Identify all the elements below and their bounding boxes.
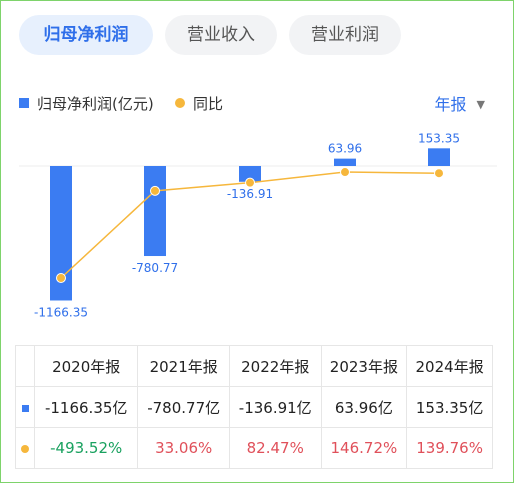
profit-cell: -136.91亿 bbox=[228, 386, 322, 428]
header-marker-cell bbox=[15, 345, 35, 387]
tab-net-profit[interactable]: 归母净利润 bbox=[19, 15, 153, 55]
bar-data-label: -136.91 bbox=[227, 187, 273, 201]
bar-data-label: 63.96 bbox=[328, 142, 362, 156]
yoy-cell: 139.76% bbox=[406, 427, 493, 469]
year-header: 2023年报 bbox=[320, 345, 408, 387]
yoy-cell: -493.52% bbox=[33, 427, 139, 469]
yoy-point bbox=[56, 273, 66, 283]
yoy-cell: 146.72% bbox=[320, 427, 408, 469]
year-header: 2024年报 bbox=[406, 345, 493, 387]
data-table: 2020年报 2021年报 2022年报 2023年报 2024年报 -1166… bbox=[15, 345, 493, 469]
line-legend-marker bbox=[175, 98, 185, 108]
period-label: 年报 bbox=[434, 95, 467, 114]
yoy-point bbox=[150, 185, 160, 196]
profit-chart: -1166.35 -780.77 -136.91 63.96 153.35 bbox=[19, 131, 497, 319]
profit-bar bbox=[334, 158, 356, 166]
profit-cell: -780.77亿 bbox=[137, 386, 230, 428]
profit-cell: 153.35亿 bbox=[406, 386, 493, 428]
tab-revenue[interactable]: 营业收入 bbox=[165, 15, 277, 55]
line-marker-cell bbox=[15, 427, 35, 469]
year-header: 2022年报 bbox=[228, 345, 322, 387]
profit-cell: 63.96亿 bbox=[320, 386, 408, 428]
header-row: 2020年报 2021年报 2022年报 2023年报 2024年报 bbox=[15, 345, 493, 387]
bar-data-label: 153.35 bbox=[418, 131, 460, 145]
bar-marker-cell bbox=[15, 386, 35, 428]
caret-down-icon: ▼ bbox=[476, 98, 485, 111]
bar-legend-marker bbox=[19, 98, 29, 108]
yoy-point bbox=[245, 177, 255, 188]
bar-marker-icon bbox=[21, 405, 29, 412]
yoy-point bbox=[340, 167, 350, 178]
yoy-cell: 82.47% bbox=[228, 427, 322, 469]
bar-data-label: -1166.35 bbox=[34, 305, 88, 319]
year-header: 2020年报 bbox=[33, 345, 139, 387]
bar-data-label: -780.77 bbox=[132, 261, 178, 275]
period-selector[interactable]: 年报 ▼ bbox=[435, 91, 485, 115]
profit-row: -1166.35亿 -780.77亿 -136.91亿 63.96亿 153.3… bbox=[15, 386, 493, 428]
line-marker-icon bbox=[21, 445, 29, 453]
profit-bar bbox=[239, 166, 261, 182]
yoy-cell: 33.06% bbox=[137, 427, 230, 469]
year-header: 2021年报 bbox=[137, 345, 230, 387]
line-legend-label: 同比 bbox=[193, 95, 224, 113]
tab-operating-profit[interactable]: 营业利润 bbox=[289, 15, 401, 55]
yoy-row: -493.52% 33.06% 82.47% 146.72% 139.76% bbox=[15, 427, 493, 469]
bar-legend-label: 归母净利润(亿元) bbox=[37, 95, 154, 113]
profit-cell: -1166.35亿 bbox=[33, 386, 139, 428]
yoy-point bbox=[434, 168, 444, 179]
profit-bar bbox=[428, 148, 450, 166]
profit-bar bbox=[144, 166, 166, 257]
profit-bar bbox=[50, 166, 72, 301]
